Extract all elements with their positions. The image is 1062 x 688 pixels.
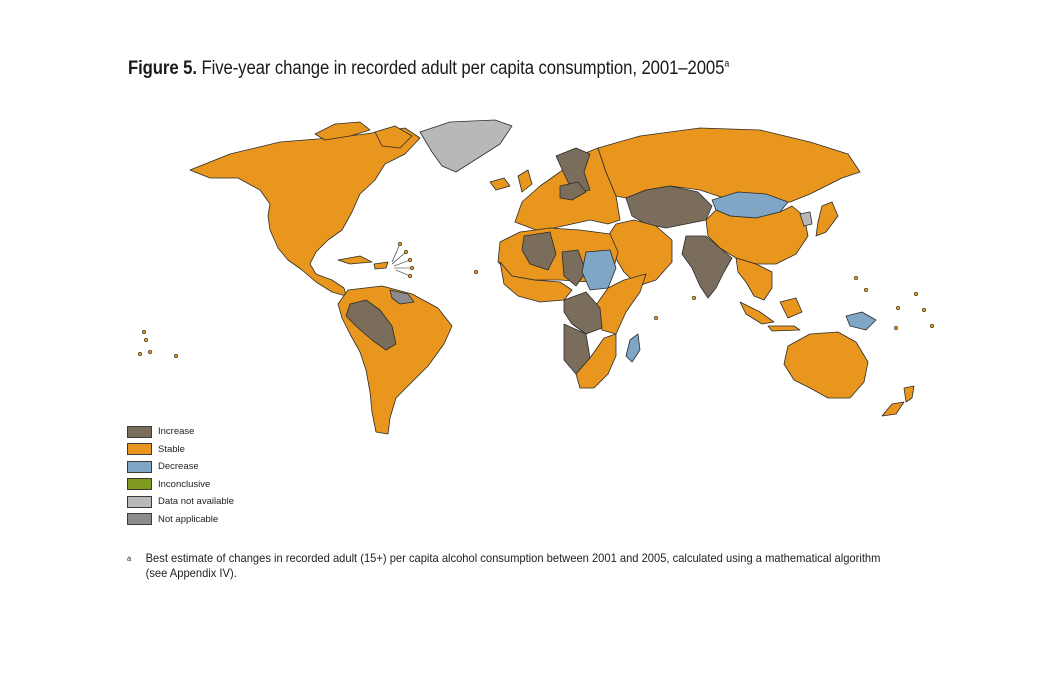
- island-marker: [895, 305, 901, 311]
- region-china: [705, 205, 809, 265]
- footnote-mark: a: [127, 554, 132, 563]
- legend-swatch: [127, 460, 152, 473]
- region-hispaniola: [373, 261, 389, 270]
- legend-swatch: [127, 443, 152, 456]
- figure-label: Figure 5.: [128, 58, 197, 79]
- island-marker: [141, 329, 147, 335]
- island-marker: [403, 249, 409, 255]
- legend-item-data-not-available: Data not available: [127, 493, 234, 511]
- legend-label: Stable: [158, 443, 185, 455]
- region-cuba: [337, 255, 373, 265]
- island-marker: [407, 273, 413, 279]
- caribbean-callout: [391, 241, 415, 279]
- region-north-america: [189, 127, 421, 297]
- legend-item-stable: Stable: [127, 441, 234, 459]
- region-british-isles: [517, 169, 533, 193]
- region-south-asia: [681, 235, 733, 299]
- region-guianas: [389, 289, 415, 305]
- island-marker: [137, 351, 143, 357]
- region-new-zealand-south: [881, 401, 905, 417]
- pacific-island-markers: [137, 269, 935, 359]
- region-sudan: [581, 249, 617, 291]
- legend-swatch: [127, 425, 152, 438]
- island-marker: [173, 353, 179, 359]
- island-marker: [921, 307, 927, 313]
- world-map: [137, 119, 935, 435]
- figure-title-footnote-mark: a: [724, 58, 730, 70]
- region-greenland: [419, 119, 513, 173]
- island-marker: [397, 241, 403, 247]
- region-southern-africa: [575, 333, 617, 389]
- legend-swatch: [127, 478, 152, 491]
- region-eastern-europe-increase: [559, 181, 587, 201]
- island-marker: [853, 275, 859, 281]
- legend-swatch: [127, 513, 152, 526]
- region-sumatra: [739, 301, 775, 325]
- region-chad: [561, 249, 587, 287]
- region-papua-new-guinea: [845, 311, 877, 331]
- region-scandinavia-east: [555, 147, 591, 195]
- region-arctic-islands: [314, 121, 371, 141]
- legend-item-inconclusive: Inconclusive: [127, 476, 234, 494]
- island-marker: [863, 287, 869, 293]
- legend-label: Data not available: [158, 496, 235, 508]
- region-java: [767, 325, 801, 332]
- island-marker: [147, 349, 153, 355]
- footnote-text: Best estimate of changes in recorded adu…: [145, 551, 881, 580]
- region-baffin-island: [374, 125, 413, 149]
- island-marker: [893, 325, 899, 331]
- region-russia: [597, 127, 861, 205]
- figure-title-text: Five-year change in recorded adult per c…: [196, 58, 725, 79]
- region-borneo: [779, 297, 803, 319]
- region-madagascar: [625, 333, 641, 363]
- island-marker: [407, 257, 413, 263]
- region-australia: [783, 331, 869, 399]
- region-korea: [799, 211, 813, 227]
- island-marker: [913, 291, 919, 297]
- legend-item-increase: Increase: [127, 423, 234, 441]
- region-algeria: [521, 231, 557, 271]
- region-andes-west: [345, 299, 397, 351]
- legend-item-not-applicable: Not applicable: [127, 511, 234, 529]
- footnote: a Best estimate of changes in recorded a…: [127, 551, 890, 581]
- island-marker: [653, 315, 659, 321]
- island-marker: [409, 265, 415, 271]
- legend-label: Increase: [158, 426, 195, 438]
- region-central-africa: [563, 291, 603, 335]
- figure-title: Figure 5. Five-year change in recorded a…: [128, 58, 729, 80]
- legend-label: Decrease: [158, 461, 199, 473]
- region-japan: [815, 201, 839, 237]
- region-new-zealand-north: [903, 385, 915, 403]
- island-marker: [143, 337, 149, 343]
- map-legend: Increase Stable Decrease Inconclusive Da…: [127, 423, 234, 528]
- region-west-africa: [499, 261, 573, 303]
- legend-swatch: [127, 495, 152, 508]
- island-marker: [691, 295, 697, 301]
- legend-item-decrease: Decrease: [127, 458, 234, 476]
- legend-label: Inconclusive: [158, 478, 211, 490]
- legend-label: Not applicable: [158, 513, 219, 525]
- island-marker: [929, 323, 935, 329]
- island-marker: [473, 269, 479, 275]
- region-iceland: [489, 177, 511, 191]
- region-southeast-asia: [735, 257, 773, 301]
